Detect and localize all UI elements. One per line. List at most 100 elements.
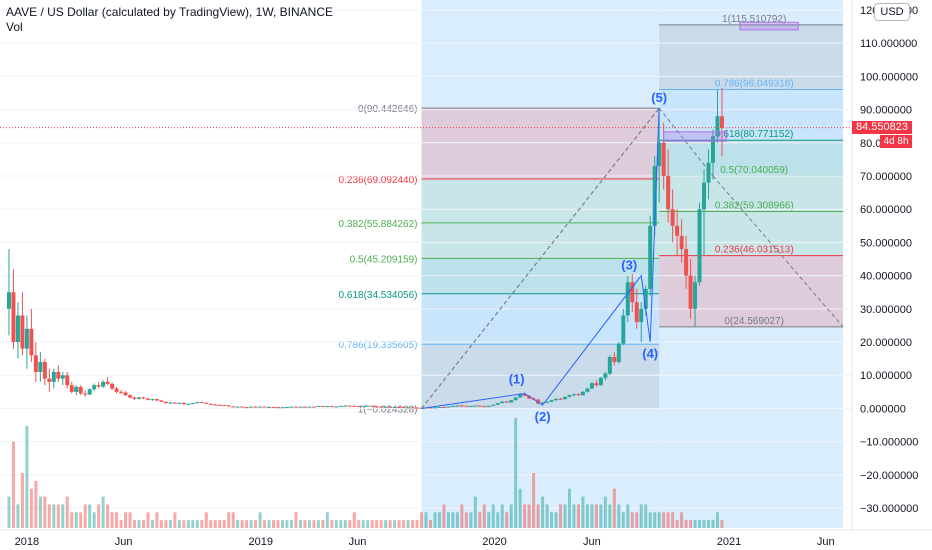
candle-body — [163, 401, 168, 404]
candle-body — [231, 406, 236, 408]
candle-body — [486, 405, 491, 407]
candle-body — [65, 375, 70, 386]
volume-bar — [110, 512, 114, 528]
candle-body — [482, 406, 487, 408]
volume-bar — [56, 504, 60, 528]
candle-body — [428, 407, 433, 409]
candle-body — [276, 407, 281, 409]
candle-body — [186, 403, 191, 405]
candle-body — [706, 162, 711, 183]
fib-level-label: 0.5(70.040059) — [720, 165, 788, 176]
volume-bar — [213, 520, 217, 528]
time-axis-label: 2019 — [248, 536, 272, 548]
volume-label: Vol — [6, 20, 23, 34]
candle-body — [141, 397, 146, 399]
volume-bar — [626, 504, 630, 528]
volume-bar — [182, 520, 186, 528]
candle-body — [589, 383, 594, 389]
candle-body — [51, 371, 56, 382]
volume-bar — [662, 512, 666, 528]
fib-level-label: 0.236(69.092440) — [339, 175, 418, 186]
price-axis-label: 70.000000 — [860, 171, 912, 183]
price-axis-label: −30.000000 — [860, 503, 918, 515]
candle-body — [258, 406, 263, 408]
volume-bar — [316, 520, 320, 528]
volume-bar — [124, 512, 128, 528]
elliott-wave-label: (1) — [509, 372, 525, 387]
volume-bar — [460, 504, 464, 528]
price-axis-label: 100.000000 — [860, 71, 918, 83]
candle-body — [625, 282, 630, 316]
candle-body — [365, 405, 370, 407]
volume-bar — [518, 488, 522, 528]
current-price-tag: 84.550823 — [852, 120, 912, 134]
candle-body — [172, 402, 177, 404]
candle-body — [563, 396, 568, 400]
candle-body — [450, 405, 455, 407]
volume-bar — [612, 488, 616, 528]
time-axis-label: Jun — [115, 536, 133, 548]
volume-bar — [375, 520, 379, 528]
candle-body — [621, 315, 626, 344]
time-zone-band — [659, 0, 844, 528]
candle-body — [643, 288, 648, 309]
candle-body — [226, 405, 231, 407]
volume-bar — [195, 520, 199, 528]
candle-body — [688, 275, 693, 309]
volume-bar — [509, 504, 513, 528]
volume-bar — [451, 512, 455, 528]
elliott-wave-label: (5) — [651, 90, 667, 105]
volume-bar — [289, 520, 293, 528]
price-axis-label: 50.000000 — [860, 237, 912, 249]
fib-zone — [421, 108, 660, 180]
volume-bar — [594, 504, 598, 528]
volume-bar — [236, 520, 240, 528]
candle-body — [137, 397, 142, 399]
volume-bar — [29, 488, 33, 528]
currency-button[interactable]: USD — [874, 3, 910, 21]
volume-bar — [101, 496, 105, 528]
fib-zone — [421, 344, 660, 409]
volume-bar — [545, 504, 549, 528]
volume-bar — [720, 520, 724, 528]
time-axis-label: 2021 — [717, 536, 741, 548]
volume-bar — [339, 520, 343, 528]
candle-body — [697, 209, 702, 283]
volume-bar — [384, 520, 388, 528]
candle-body — [240, 406, 245, 408]
candle-body — [509, 400, 514, 403]
volume-bar — [249, 520, 253, 528]
fib-trend-line — [421, 107, 660, 409]
volume-bar — [245, 520, 249, 528]
fib-zone — [659, 175, 844, 212]
fib-level-label: 0.236(46.031513) — [715, 245, 794, 256]
candle-body — [119, 391, 124, 393]
volume-bar — [514, 418, 518, 528]
volume-bar — [298, 520, 302, 528]
candle-body — [217, 404, 222, 406]
volume-bar — [321, 520, 325, 528]
fib-level-label: 0.786(96.049318) — [715, 78, 794, 89]
candle-body — [379, 406, 384, 408]
volume-bar — [361, 520, 365, 528]
candle-body — [567, 395, 572, 397]
volume-bar — [70, 512, 74, 528]
volume-bar — [281, 520, 285, 528]
candle-body — [491, 404, 496, 406]
volume-bar — [258, 512, 262, 528]
volume-bar — [635, 512, 639, 528]
volume-bar — [406, 520, 410, 528]
candle-body — [571, 394, 576, 396]
candle-body — [253, 406, 258, 408]
volume-bar — [25, 425, 29, 528]
candle-body — [715, 116, 720, 137]
candle-body — [325, 406, 330, 408]
volume-bar — [608, 504, 612, 528]
candle-body — [397, 406, 402, 408]
time-axis-label: Jun — [817, 536, 835, 548]
candle-body — [101, 381, 106, 387]
candle-body — [293, 406, 298, 408]
fib-level-label: 0.786(19.335605) — [339, 340, 418, 351]
